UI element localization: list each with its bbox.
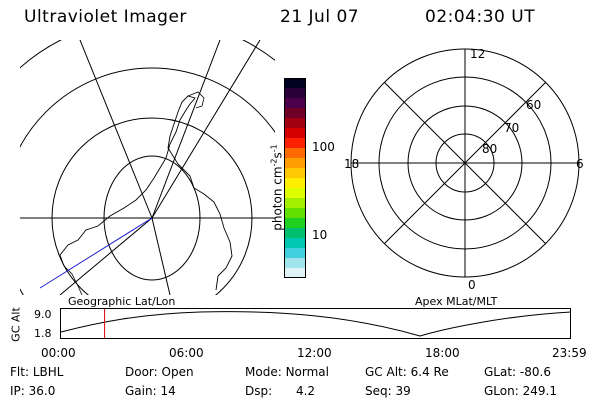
colorbar-stripe	[284, 268, 306, 278]
status-seq: Seq: 39	[365, 384, 411, 398]
colorbar-stripe	[284, 248, 306, 259]
pointing-line	[39, 217, 153, 289]
altitude-curve	[60, 311, 572, 337]
altitude-plot	[60, 308, 572, 339]
mlt-label-18: 18	[344, 157, 359, 171]
mlt-label-0: 0	[468, 278, 476, 292]
meridian-line	[79, 40, 153, 219]
coastline	[187, 91, 205, 109]
date-label: 21 Jul 07	[280, 7, 360, 27]
colorbar-stripe	[284, 168, 306, 179]
apex-polar-plot: 12 18 6 0 60 70 80	[344, 47, 584, 292]
colorbar-stripe	[284, 138, 306, 149]
status-flt: Flt: LBHL	[10, 365, 64, 379]
colorbar-stripe	[284, 88, 306, 99]
colorbar-unit-label: photon cm-2s-1	[269, 144, 285, 231]
xtick-2359: 23:59	[552, 346, 587, 360]
lat-label-80: 80	[482, 142, 497, 156]
colorbar-stripe	[284, 188, 306, 199]
colorbar-tick-10: 10	[312, 228, 328, 242]
lat-circle	[20, 67, 275, 295]
mlt-label-12: 12	[470, 47, 485, 61]
coastline	[59, 254, 83, 295]
status-ip: IP: 36.0	[10, 384, 56, 398]
polar-diagonal	[384, 82, 546, 244]
colorbar-stripe	[284, 158, 306, 169]
colorbar-stripe	[284, 178, 306, 189]
geographic-map	[20, 40, 275, 295]
colorbar-stripe	[284, 208, 306, 219]
status-door: Door: Open	[125, 365, 194, 379]
colorbar-stripe	[284, 78, 306, 89]
colorbar	[284, 78, 306, 278]
xtick-1800: 18:00	[425, 346, 460, 360]
lat-label-60: 60	[526, 98, 541, 112]
instrument-title: Ultraviolet Imager	[24, 7, 187, 27]
xtick-1200: 12:00	[297, 346, 332, 360]
colorbar-stripe	[284, 108, 306, 119]
geo-panel-label: Geographic Lat/Lon	[68, 295, 176, 308]
colorbar-stripe	[284, 118, 306, 129]
altitude-ylabel: GC Alt	[9, 307, 23, 342]
time-label: 02:04:30 UT	[425, 7, 536, 27]
meridian-line	[151, 217, 171, 295]
lat-label-70: 70	[504, 121, 519, 135]
altitude-ytick-max: 9.0	[34, 308, 52, 321]
lat-circle	[51, 117, 253, 295]
colorbar-stripe	[284, 238, 306, 249]
meridian-line	[151, 40, 261, 219]
apex-panel-label: Apex MLat/MLT	[415, 295, 498, 308]
xtick-0000: 00:00	[41, 346, 76, 360]
colorbar-stripe	[284, 198, 306, 209]
colorbar-stripe	[284, 128, 306, 139]
status-dsp: Dsp: 4.2	[245, 384, 316, 398]
status-glon: GLon: 249.1	[484, 384, 557, 398]
status-gc-alt: GC Alt: 6.4 Re	[365, 365, 449, 379]
altitude-ytick-min: 1.8	[34, 327, 52, 340]
status-glat: GLat: -80.6	[484, 365, 551, 379]
colorbar-stripe	[284, 258, 306, 269]
colorbar-stripe	[284, 148, 306, 159]
colorbar-tick-100: 100	[312, 140, 335, 154]
coastline	[59, 95, 233, 291]
status-mode: Mode: Normal	[245, 365, 329, 379]
meridian-line	[151, 40, 221, 219]
colorbar-stripe	[284, 228, 306, 239]
status-gain: Gain: 14	[125, 384, 176, 398]
meridian-line	[59, 217, 153, 295]
colorbar-stripe	[284, 218, 306, 229]
colorbar-stripe	[284, 98, 306, 109]
xtick-0600: 06:00	[169, 346, 204, 360]
mlt-label-6: 6	[576, 157, 584, 171]
